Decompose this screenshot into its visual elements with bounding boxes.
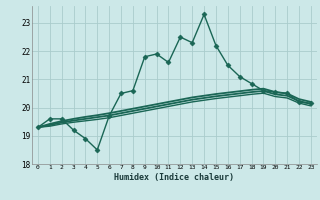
X-axis label: Humidex (Indice chaleur): Humidex (Indice chaleur) [115, 173, 234, 182]
